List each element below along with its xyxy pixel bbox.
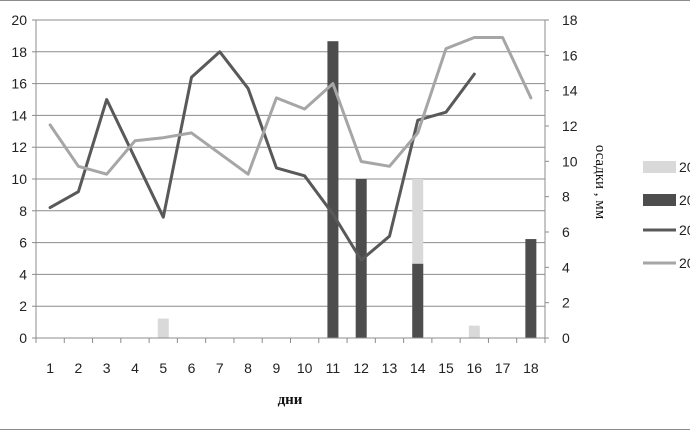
x-tick-label: 16 (467, 360, 483, 376)
left-tick-label: 6 (19, 235, 27, 251)
x-tick-label: 18 (523, 360, 539, 376)
x-tick-label: 12 (353, 360, 369, 376)
left-tick-label: 18 (11, 44, 27, 60)
bar-dark-14 (412, 263, 424, 338)
right-tick-label: 16 (562, 47, 578, 63)
legend-swatch (643, 194, 676, 206)
bar-light-5 (157, 318, 169, 338)
legend-label: 20 (679, 192, 690, 208)
right-tick-label: 10 (562, 153, 578, 169)
gridlines (36, 19, 545, 307)
bar-light-14 (412, 179, 424, 338)
right-tick-labels: 0 2 4 6 8 10 12 14 16 18 (562, 12, 578, 346)
right-axis-title: осадки , мм (592, 145, 608, 220)
left-tick-label: 10 (11, 171, 27, 187)
axes (32, 19, 549, 343)
bar-dark-18 (525, 239, 537, 338)
left-tick-label: 0 (19, 330, 27, 346)
x-axis-title: дни (278, 392, 303, 408)
x-tick-label: 5 (159, 360, 167, 376)
legend-label: 20 (679, 255, 690, 271)
left-tick-label: 14 (11, 107, 27, 123)
right-tick-label: 4 (562, 259, 570, 275)
x-tick-labels: 1 2 3 4 5 6 7 8 9 10 11 12 13 14 15 16 17 18 (46, 360, 539, 376)
line-series (48, 36, 533, 262)
left-tick-label: 12 (11, 139, 27, 155)
bar-dark-11 (327, 41, 339, 338)
x-tick-label: 8 (244, 360, 252, 376)
x-tick-label: 3 (103, 360, 111, 376)
left-tick-label: 4 (19, 266, 27, 282)
right-tick-label: 14 (562, 83, 578, 99)
legend: 20 20 20 20 (643, 159, 690, 271)
x-tick-label: 2 (75, 360, 83, 376)
x-tick-label: 9 (272, 360, 280, 376)
x-tick-label: 17 (495, 360, 511, 376)
legend-label: 20 (679, 222, 690, 238)
bar-light-16 (468, 325, 480, 338)
left-tick-label: 20 (11, 12, 27, 28)
legend-swatch (643, 161, 676, 173)
left-tick-label: 16 (11, 76, 27, 92)
x-tick-label: 15 (438, 360, 454, 376)
x-tick-label: 10 (297, 360, 313, 376)
legend-label: 20 (679, 159, 690, 175)
right-tick-label: 2 (562, 295, 570, 311)
x-tick-label: 7 (216, 360, 224, 376)
right-tick-label: 12 (562, 118, 578, 134)
right-tick-label: 18 (562, 12, 578, 28)
x-tick-label: 13 (382, 360, 398, 376)
right-tick-label: 8 (562, 189, 570, 205)
x-tick-label: 4 (131, 360, 139, 376)
left-tick-label: 8 (19, 203, 27, 219)
right-tick-label: 6 (562, 224, 570, 240)
series-line-light (48, 36, 533, 176)
series-line-dark (48, 50, 476, 262)
left-tick-label: 2 (19, 298, 27, 314)
bar-series (157, 41, 537, 338)
x-tick-label: 11 (326, 360, 341, 376)
left-tick-labels: 0 2 4 6 8 10 12 14 16 18 20 (11, 12, 27, 346)
x-tick-label: 6 (188, 360, 196, 376)
right-tick-label: 0 (562, 330, 570, 346)
x-tick-label: 1 (46, 360, 54, 376)
x-tick-label: 14 (410, 360, 426, 376)
